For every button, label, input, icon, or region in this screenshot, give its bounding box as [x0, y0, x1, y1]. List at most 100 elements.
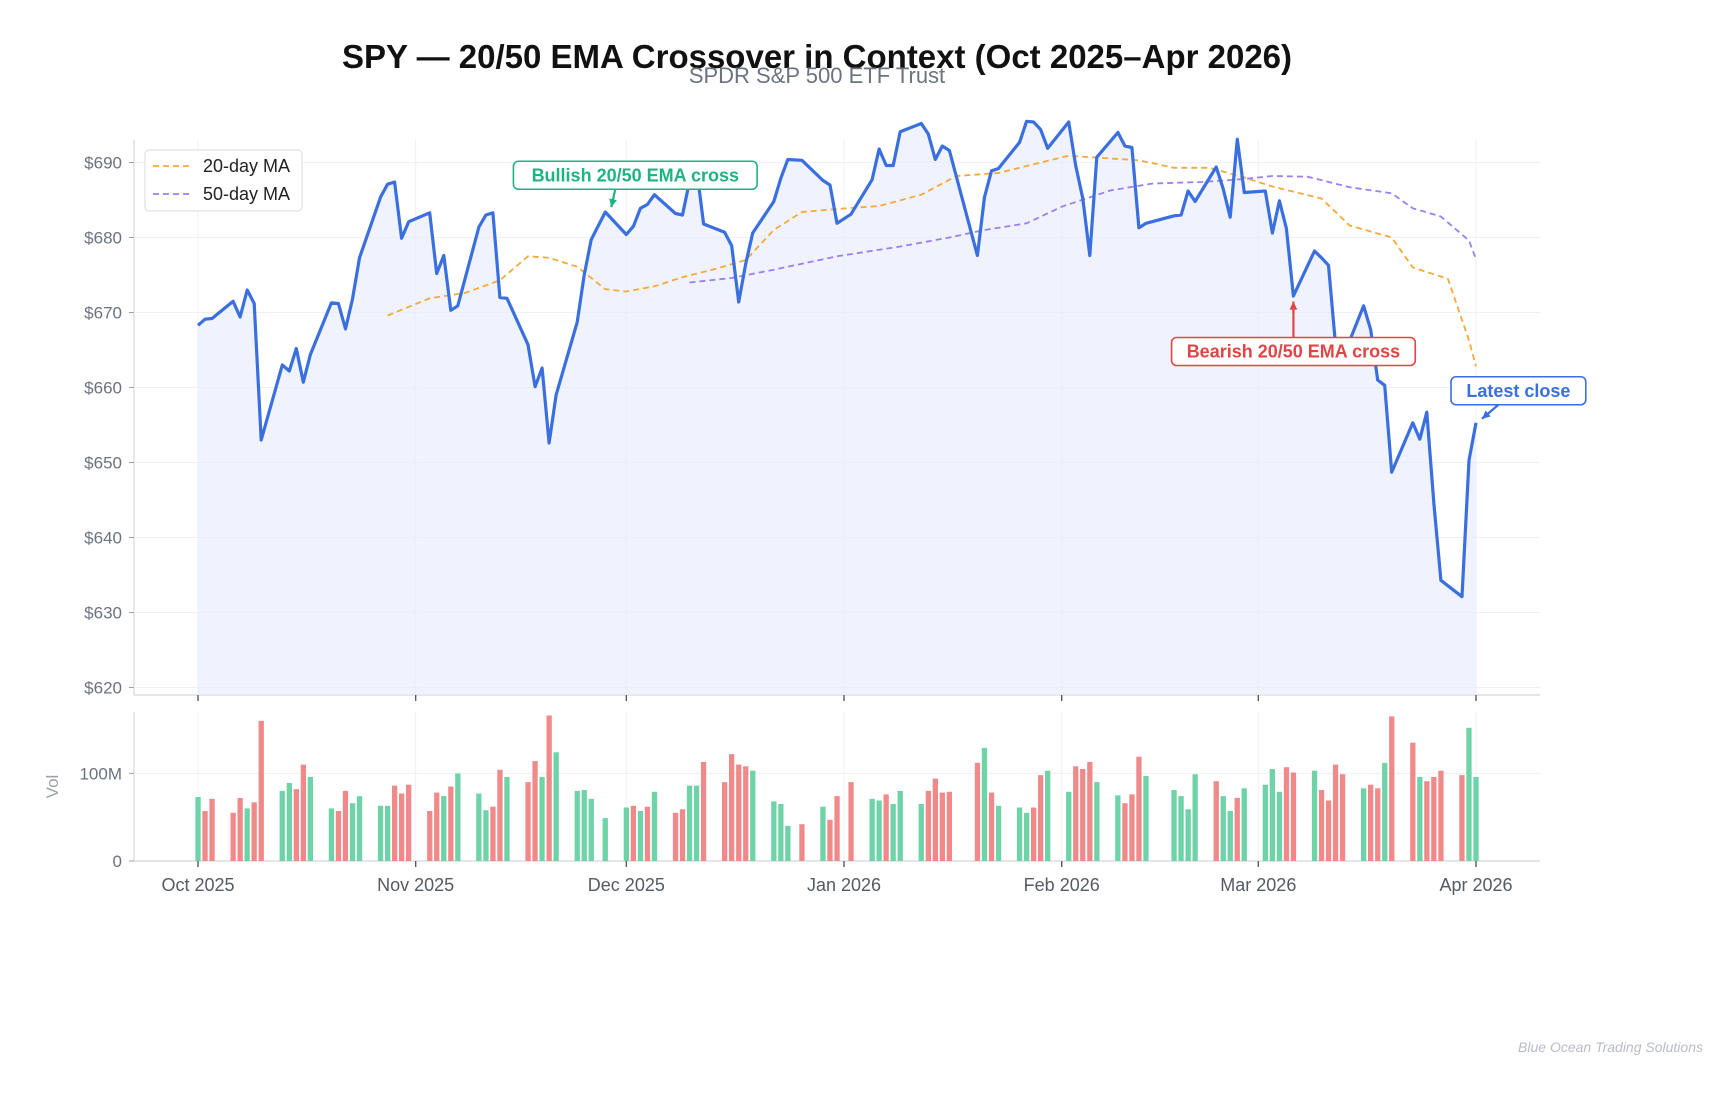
volume-bar [328, 808, 335, 861]
volume-bar [1368, 784, 1374, 861]
ma20-line [387, 154, 1477, 367]
volume-bar [939, 792, 945, 861]
volume-bar [1417, 776, 1423, 861]
volume-bar [258, 720, 264, 861]
volume-bar [349, 803, 356, 861]
volume-bar [1459, 775, 1465, 861]
volume-bar [1080, 769, 1086, 861]
x-tick-label: Jan 2026 [807, 875, 881, 895]
volume-bar [1073, 766, 1079, 861]
annotation-label-box [512, 160, 758, 191]
volume-bar [202, 811, 208, 861]
volume-bar [693, 785, 700, 861]
volume-bar [244, 808, 250, 861]
volume-bar [876, 800, 882, 861]
price-y-tick-label: $620 [84, 679, 122, 698]
price-y-tick-label: $690 [84, 154, 122, 173]
volume-bar [672, 812, 679, 861]
volume-bar [307, 776, 313, 861]
volume-bar [1115, 795, 1121, 861]
x-tick-label: Dec 2025 [588, 875, 665, 895]
annotation-label-box [1450, 375, 1587, 406]
volume-bar [1269, 769, 1275, 861]
annotation-label: Latest close [1466, 381, 1570, 401]
legend: 20-day MA 50-day MA [144, 149, 303, 212]
volume-bar [785, 825, 791, 861]
volume-bar [651, 791, 658, 861]
annotation-label: Bullish 20/50 EMA cross [532, 165, 739, 185]
volume-bar [799, 824, 805, 861]
volume-bar [553, 752, 559, 861]
volume-bar [897, 790, 903, 861]
volume-bar [995, 805, 1002, 861]
volume-bar [1192, 774, 1198, 861]
volume-bar [1136, 756, 1142, 861]
volume-bar [476, 793, 482, 861]
volume-bar [848, 782, 854, 861]
volume-bar [300, 764, 306, 861]
x-tick-label: Oct 2025 [161, 875, 234, 895]
volume-bar [1382, 762, 1388, 861]
volume-bar [1234, 797, 1240, 861]
volume-bar [1087, 762, 1093, 861]
volume-bar [1178, 796, 1184, 861]
x-axis: Oct 2025 Nov 2025 Dec 2025 Jan 2026 Feb 2026… [161, 695, 1513, 895]
volume-bar [827, 819, 833, 861]
volume-bar [679, 809, 686, 861]
volume-bar [834, 796, 840, 861]
x-tick-label: Mar 2026 [1220, 875, 1296, 895]
volume-bar [1318, 790, 1325, 861]
volume-bar [1473, 776, 1479, 861]
volume-bar [1389, 716, 1395, 861]
volume-bar [1171, 790, 1177, 861]
volume-bar [1410, 742, 1416, 861]
volume-bar [925, 790, 931, 861]
volume-bar [686, 785, 693, 861]
volume-bar [377, 805, 384, 861]
volume-bar [932, 778, 938, 861]
volume-bar [602, 818, 608, 861]
annotation-arrow-head [1482, 410, 1491, 419]
volume-bar [750, 770, 756, 861]
close-price-line [196, 119, 1478, 599]
volume-bar [504, 776, 510, 861]
volume-bar [630, 805, 636, 861]
price-panel: $620 $630 $640 $650 $660 $670 $680 $690 [84, 119, 1540, 698]
volume-bar [532, 761, 538, 861]
volume-bar [574, 790, 580, 861]
annotation-label: Bearish 20/50 EMA cross [1187, 342, 1400, 362]
annotation-arrow-head [1289, 301, 1298, 310]
volume-axis-label: Vol [43, 775, 62, 799]
legend-label: 20-day MA [203, 156, 290, 176]
volume-bar [729, 754, 735, 861]
volume-y-tick-label: 100M [79, 764, 122, 783]
volume-bar [1361, 788, 1367, 861]
volume-bar [1185, 809, 1191, 861]
volume-bar [356, 796, 363, 861]
volume-bar [1213, 781, 1219, 861]
volume-bar [1143, 776, 1149, 861]
volume-bar [722, 782, 728, 861]
volume-bar [1332, 764, 1339, 861]
volume-bar [946, 791, 952, 861]
volume-bar [539, 776, 545, 861]
volume-bar [455, 773, 461, 861]
volume-y-tick-label: 0 [113, 852, 122, 871]
volume-bar [237, 797, 243, 861]
volume-bar [637, 811, 644, 861]
volume-bar [441, 796, 447, 861]
volume-bar [623, 807, 629, 861]
price-y-tick-label: $640 [84, 529, 122, 548]
volume-bar [988, 792, 995, 861]
price-y-tick-label: $670 [84, 304, 122, 323]
volume-bar [1241, 788, 1247, 861]
x-tick-label: Apr 2026 [1439, 875, 1512, 895]
x-tick-label: Nov 2025 [377, 875, 454, 895]
annotation-latest: Latest close [1450, 375, 1587, 420]
price-y-tick-label: $630 [84, 604, 122, 623]
volume-bar [883, 794, 889, 861]
volume-bar [644, 806, 651, 861]
volume-bar [546, 715, 552, 861]
volume-bar [1339, 774, 1346, 861]
volume-bar [279, 790, 285, 861]
